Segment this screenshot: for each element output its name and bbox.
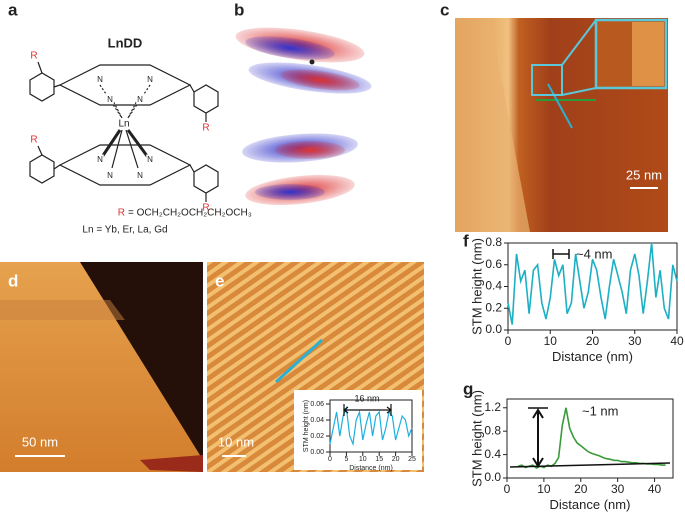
stm-image	[455, 18, 668, 232]
scale-bar-label: 50 nm	[22, 434, 58, 449]
panel-label: c	[440, 0, 449, 19]
atom-label: N	[137, 171, 143, 180]
substituent-label: R	[30, 51, 37, 62]
x-tick-label: 40	[648, 482, 662, 496]
annotation: 16 nm	[354, 393, 379, 403]
atom-label: N	[107, 95, 113, 104]
atom-label: N	[107, 171, 113, 180]
y-tick-label: 0.8	[485, 235, 502, 249]
x-tick-label: 15	[375, 456, 383, 463]
y-tick-label: 0.2	[485, 300, 502, 314]
annotation: ~4 nm	[576, 246, 613, 261]
x-tick-label: 20	[392, 456, 400, 463]
y-tick-label: 1.2	[484, 400, 501, 414]
x-tick-label: 20	[574, 482, 588, 496]
stm-image	[207, 262, 424, 472]
x-tick-label: 10	[359, 456, 367, 463]
plot-frame	[329, 399, 413, 453]
x-tick-label: 0	[505, 334, 512, 348]
panel-label: a	[8, 0, 18, 19]
annotation-arrow	[343, 404, 392, 416]
scale-bar-label: 25 nm	[626, 167, 662, 182]
y-tick-label: 0.0	[484, 470, 501, 484]
scale-bar-label: 10 nm	[218, 434, 254, 449]
x-tick-label: 40	[670, 334, 684, 348]
x-axis-label: Distance (nm)	[349, 465, 393, 472]
panel-label: b	[234, 0, 244, 19]
stm-image	[0, 262, 203, 472]
substituent-label: R	[30, 135, 37, 146]
y-tick-label: 0.4	[484, 447, 501, 461]
x-axis-label: Distance (nm)	[552, 349, 633, 364]
panel-label: f	[463, 231, 469, 250]
x-tick-label: 25	[408, 456, 416, 463]
substituent-label: R	[202, 203, 209, 214]
panel-label: g	[463, 379, 473, 398]
x-tick-label: 5	[344, 456, 348, 463]
orbital-image	[235, 27, 372, 206]
atom-label: N	[147, 75, 153, 84]
x-tick-label: 20	[586, 334, 600, 348]
panel-label: e	[215, 271, 224, 290]
ln-definition: Ln = Yb, Er, La, Gd	[82, 225, 167, 236]
atom-label: N	[147, 155, 153, 164]
y-axis-label: STM height (nm)	[303, 400, 310, 452]
chemical-structure	[29, 61, 219, 202]
x-tick-label: 10	[544, 334, 558, 348]
y-tick-label: 0.0	[485, 322, 502, 336]
atom-label: N	[97, 75, 103, 84]
y-tick-label: 0.00	[310, 449, 324, 456]
baseline	[509, 462, 671, 468]
plot-frame	[506, 398, 674, 479]
panel-label: d	[8, 271, 18, 290]
y-tick-label: 0.6	[485, 257, 502, 271]
x-axis-label: Distance (nm)	[550, 497, 631, 512]
x-tick-label: 0	[504, 482, 511, 496]
y-tick-label: 0.04	[310, 417, 324, 424]
y-axis-label: STM height (nm)	[469, 390, 484, 487]
x-tick-label: 0	[328, 456, 332, 463]
x-tick-label: 30	[611, 482, 625, 496]
y-tick-label: 0.02	[310, 433, 324, 440]
y-tick-label: 0.8	[484, 423, 501, 437]
annotation-bracket	[552, 249, 570, 259]
y-axis-label: STM height (nm)	[469, 238, 484, 335]
substituent-label: R	[202, 123, 209, 134]
y-tick-label: 0.4	[485, 279, 502, 293]
y-tick-label: 0.06	[310, 401, 324, 408]
atom-label: N	[137, 95, 143, 104]
atom-label: N	[97, 155, 103, 164]
metal-label: Ln	[118, 119, 129, 130]
r-definition: = OCH₂CH₂OCH₂CH₂OCH₃	[128, 208, 252, 219]
data-line	[507, 242, 678, 325]
structure-title: LnDD	[108, 35, 143, 50]
x-tick-label: 30	[628, 334, 642, 348]
r-label: R	[118, 208, 125, 219]
annotation: ~1 nm	[582, 403, 619, 418]
x-tick-label: 10	[537, 482, 551, 496]
annotation-arrow	[532, 408, 544, 468]
